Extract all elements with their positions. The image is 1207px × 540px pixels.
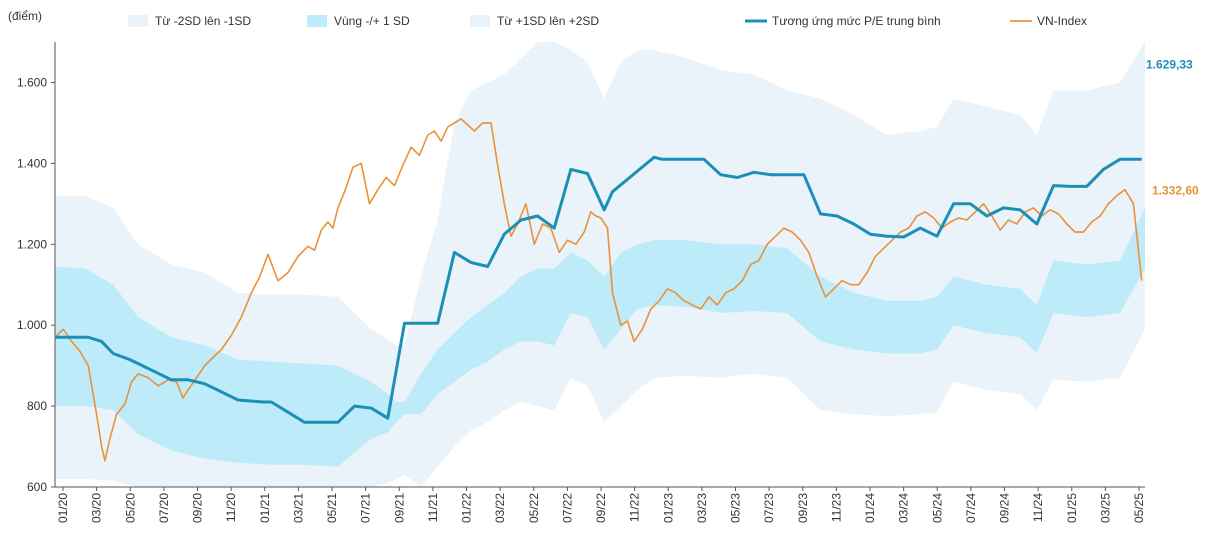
x-tick-label: 01/22	[460, 493, 474, 523]
y-axis-label: (điểm)	[8, 9, 42, 23]
x-tick-label: 05/22	[527, 493, 541, 523]
y-tick-label: 1.200	[17, 237, 47, 251]
x-tick-label: 05/21	[325, 493, 339, 523]
x-tick-label: 11/20	[224, 493, 238, 522]
x-tick-label: 09/23	[796, 493, 810, 523]
legend-swatch-band2_low	[128, 15, 148, 27]
x-tick-label: 09/22	[594, 493, 608, 523]
x-tick-label: 09/21	[392, 493, 406, 523]
x-tick-label: 09/24	[998, 493, 1012, 523]
legend-label-band2_high: Từ +1SD lên +2SD	[497, 14, 599, 28]
x-tick-label: 05/25	[1132, 493, 1146, 523]
x-tick-label: 11/23	[829, 493, 843, 522]
x-tick-label: 03/25	[1098, 493, 1112, 523]
x-tick-label: 11/24	[1031, 493, 1045, 522]
axes: (điểm) 600 800 1.000 1.200 1.400 1.600 01/20 03…	[8, 9, 1146, 523]
series-lines	[54, 118, 1143, 462]
y-tick-label: 1.000	[17, 318, 47, 332]
x-tick-label: 01/24	[863, 493, 877, 523]
legend-label-band1: Vùng -/+ 1 SD	[334, 14, 410, 28]
x-tick-label: 03/20	[90, 493, 104, 523]
legend-swatch-band2_high	[470, 15, 490, 27]
pe-average-line	[55, 155, 1142, 424]
x-tick-label: 05/20	[123, 493, 137, 523]
vnindex-line	[54, 118, 1143, 462]
legend: Từ -2SD lên -1SD Vùng -/+ 1 SD Từ +1SD lên…	[128, 14, 1087, 28]
band-plus-minus-1sd	[55, 207, 1145, 467]
y-tick-label: 1.600	[17, 75, 47, 89]
x-tick-label: 03/22	[493, 493, 507, 523]
x-tick-label: 05/23	[729, 493, 743, 523]
legend-label-pe_avg: Tương ứng mức P/E trung bình	[772, 14, 941, 28]
x-tick-label: 03/24	[897, 493, 911, 523]
x-tick-label: 09/20	[191, 493, 205, 523]
x-tick-label: 07/21	[359, 493, 373, 523]
x-tick-label: 05/24	[930, 493, 944, 523]
x-tick-label: 11/21	[426, 493, 440, 522]
x-tick-label: 07/23	[762, 493, 776, 523]
x-tick-label: 01/21	[258, 493, 272, 523]
y-tick-label: 800	[27, 399, 47, 413]
y-tick-label: 600	[27, 480, 47, 494]
x-tick-label: 07/24	[964, 493, 978, 523]
sd-bands	[55, 42, 1145, 487]
pe-last-value-label: 1.629,33	[1146, 58, 1193, 72]
vnindex-last-value-label: 1.332,60	[1152, 184, 1199, 198]
x-tick-label: 03/23	[695, 493, 709, 523]
x-tick-label: 07/22	[560, 493, 574, 523]
y-tick-label: 1.400	[17, 156, 47, 170]
x-tick-label: 07/20	[157, 493, 171, 523]
x-tick-label: 11/22	[628, 493, 642, 522]
legend-label-vnindex: VN-Index	[1037, 14, 1087, 28]
legend-swatch-band1	[307, 15, 327, 27]
legend-label-band2_low: Từ -2SD lên -1SD	[155, 14, 251, 28]
x-tick-label: 01/20	[56, 493, 70, 523]
x-tick-label: 01/25	[1065, 493, 1079, 523]
x-tick-label: 01/23	[661, 493, 675, 523]
x-tick-label: 03/21	[291, 493, 305, 523]
end-labels: 1.629,33 1.332,60	[1146, 58, 1199, 198]
